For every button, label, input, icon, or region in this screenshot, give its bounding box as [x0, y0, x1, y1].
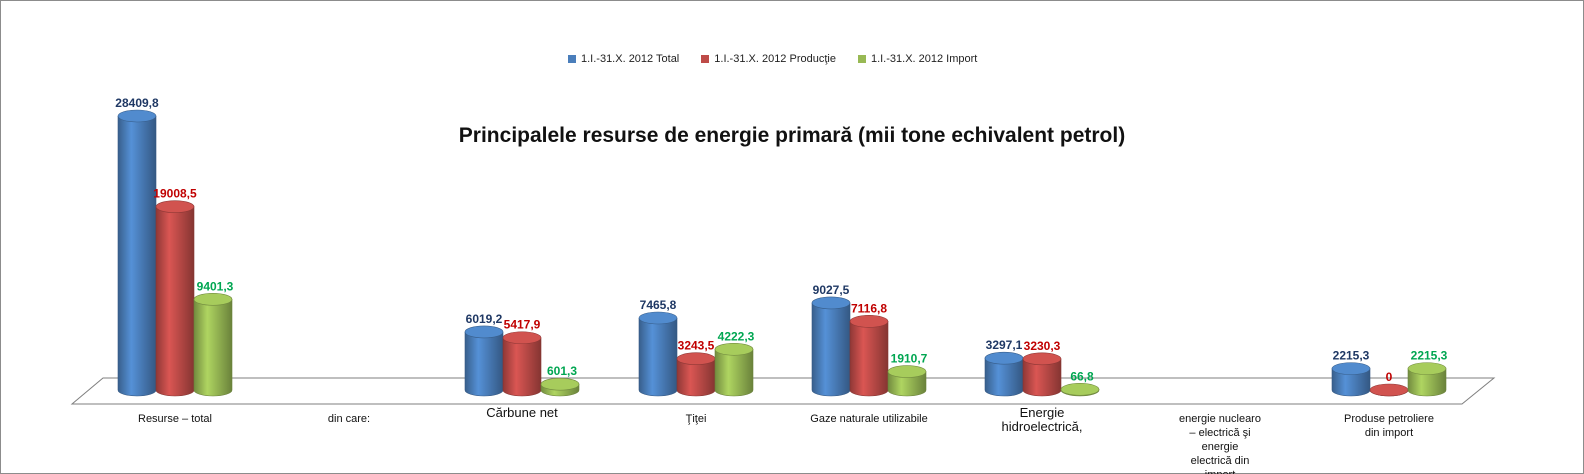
- legend: 1.I.-31.X. 2012 Total 1.I.-31.X. 2012 Pr…: [568, 53, 977, 65]
- bar-top-1-5: [1022, 352, 1062, 366]
- legend-item-import: 1.I.-31.X. 2012 Import: [857, 53, 978, 65]
- data-label-0-3: 7465,8: [640, 298, 677, 312]
- bar-2-3: [714, 348, 754, 397]
- data-label-1-3: 3243,5: [678, 339, 715, 353]
- bar-top-1-3: [676, 352, 716, 366]
- bar-top-0-3: [638, 311, 678, 325]
- data-label-2-4: 1910,7: [891, 352, 928, 366]
- bar-top-2-7: [1407, 362, 1447, 375]
- bar-top-1-0: [155, 200, 195, 213]
- data-label-1-2: 5417,9: [504, 318, 541, 332]
- data-label-0-0: 28409,8: [115, 96, 159, 110]
- bar-1-5: [1022, 358, 1062, 397]
- category-label-4: Gaze naturale utilizabile: [810, 413, 927, 425]
- data-label-2-5: 66,8: [1070, 369, 1094, 383]
- bar-top-0-0: [117, 109, 157, 123]
- bar-top-2-4: [887, 365, 927, 378]
- category-label-7: Produse petroliere din import: [1344, 413, 1434, 439]
- legend-label-total: 1.I.-31.X. 2012 Total: [581, 53, 680, 65]
- legend-swatch-productie: [701, 55, 710, 63]
- legend-label-import: 1.I.-31.X. 2012 Import: [870, 53, 978, 65]
- bar-top-2-2: [540, 377, 580, 391]
- bar-0-0: [117, 115, 157, 397]
- data-label-2-0: 9401,3: [197, 279, 234, 293]
- data-label-0-7: 2215,3: [1333, 349, 1370, 363]
- data-label-2-7: 2215,3: [1411, 349, 1448, 363]
- category-label-6: energie nuclearo – electrică şi energie ele…: [1179, 413, 1261, 474]
- data-label-0-5: 3297,1: [986, 338, 1023, 352]
- data-label-1-0: 19008,5: [153, 187, 197, 201]
- category-label-2: Cărbune net: [486, 405, 558, 420]
- bar-top-1-4: [849, 315, 889, 328]
- data-label-1-5: 3230,3: [1024, 339, 1061, 353]
- category-label-0: Resurse – total: [138, 413, 212, 425]
- bar-top-2-5: [1060, 383, 1100, 396]
- legend-swatch-import: [857, 55, 866, 63]
- bar-2-7: [1407, 368, 1447, 397]
- bar-top-2-0: [193, 293, 233, 306]
- bar-top-1-2: [502, 331, 542, 345]
- bar-top-1-7: [1369, 383, 1409, 397]
- legend-item-total: 1.I.-31.X. 2012 Total: [568, 53, 679, 65]
- chart-title: Principalele resurse de energie primară …: [458, 124, 1126, 147]
- category-label-3: Ţiţei: [686, 413, 707, 425]
- bar-0-7: [1331, 368, 1371, 397]
- bar-top-0-5: [984, 351, 1024, 365]
- data-label-1-7: 0: [1386, 370, 1393, 384]
- data-label-0-2: 6019,2: [466, 312, 503, 326]
- bar-0-2: [464, 331, 504, 397]
- bar-1-0: [155, 206, 195, 397]
- bar-0-5: [984, 357, 1024, 397]
- bar-top-0-7: [1331, 362, 1371, 375]
- bar-top-0-2: [464, 325, 504, 339]
- category-label-1: din care:: [328, 413, 370, 425]
- bar-top-0-4: [811, 296, 851, 310]
- data-label-1-4: 7116,8: [851, 301, 887, 315]
- legend-label-productie: 1.I.-31.X. 2012 Producţie: [714, 53, 836, 65]
- bar-2-4: [887, 371, 927, 397]
- chart-floor: [70, 377, 1496, 405]
- category-label-5: Energie hidroelectrică,: [1002, 405, 1083, 434]
- data-label-2-3: 4222,3: [718, 329, 755, 343]
- bar-1-4: [849, 321, 889, 397]
- bar-1-2: [502, 337, 542, 397]
- data-label-0-4: 9027,5: [813, 283, 850, 297]
- legend-item-productie: 1.I.-31.X. 2012 Producţie: [701, 53, 836, 65]
- bar-0-4: [811, 302, 851, 397]
- bar-top-2-3: [714, 342, 754, 356]
- data-label-2-2: 601,3: [547, 364, 577, 378]
- legend-swatch-total: [568, 55, 576, 63]
- bar-1-3: [676, 358, 716, 397]
- bar-2-0: [193, 299, 233, 397]
- bar-0-3: [638, 317, 678, 397]
